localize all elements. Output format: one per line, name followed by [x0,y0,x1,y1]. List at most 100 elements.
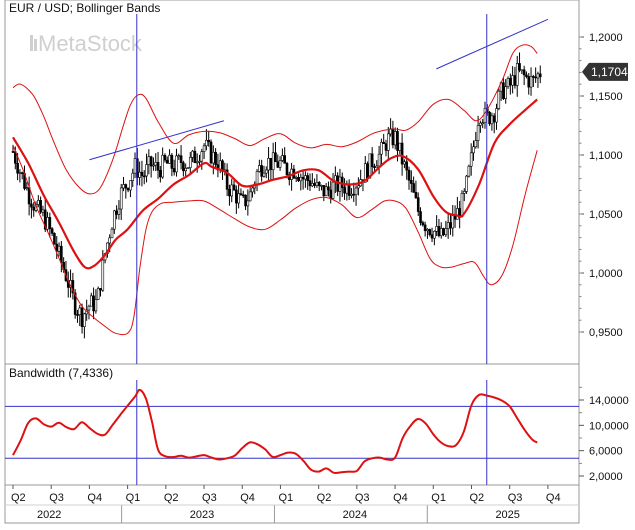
x-quarter-label: Q2 [11,492,26,504]
price-candle-body [246,200,250,207]
price-candle-body [504,86,508,99]
price-candle-body [177,155,181,157]
price-y-axis: 1,2000 1,1500 1,1000 1,0500 1,0000 0,9500 [579,32,623,339]
price-y-tick-label: 1,1000 [589,150,623,162]
price-candle-body [92,295,95,312]
price-candle-body [251,187,254,193]
price-candle-body [437,226,441,237]
x-year-label: 2024 [343,509,367,521]
price-candle-body [281,155,284,161]
price-candle-body [57,245,61,252]
price-candle-body [175,155,178,173]
price-candle-body [241,194,245,197]
price-candle-body [347,184,351,196]
price-candle-body [260,165,263,177]
bandwidth-y-tick-label: 14,0000 [589,395,629,407]
price-candle-body [18,172,22,174]
price-candle-body [212,151,215,164]
x-quarter-label: Q3 [49,492,64,504]
price-candle-body [538,73,542,78]
price-candle-body [179,155,183,163]
price-candle-body [46,217,49,230]
price-candle-body [301,176,305,180]
price-candle-body [502,82,505,99]
x-quarter-label: Q3 [355,492,370,504]
time-x-axis: Q2 Q3 Q4 Q1 Q2 Q3 Q4 Q1 Q2 Q3 Q4 Q1 Q2 Q3 Q4 2022 2023 20… [5,485,579,523]
price-candle-body [421,222,425,226]
price-candle-body [306,175,310,181]
price-candle-body [133,158,137,174]
price-candle-body [237,193,240,204]
price-candle-body [513,75,517,86]
bandwidth-y-axis: 14,0000 10,0000 6,0000 2,0000 [579,386,629,483]
price-candle-body [297,177,300,182]
price-candle-body [117,208,121,215]
price-candle-body [490,115,494,125]
x-quarter-label: Q4 [393,492,408,504]
price-candle-body [446,222,450,229]
price-candle-body [48,217,52,230]
price-candle-body [329,189,333,199]
price-candle-body [294,177,298,179]
price-candle-body [410,179,413,184]
price-candle-body [352,193,356,196]
bandwidth-series [5,388,579,475]
price-candle-body [380,141,383,155]
x-quarter-label: Q4 [240,492,255,504]
price-candle-body [536,73,540,79]
price-candle-body [53,233,56,245]
price-candles [11,52,542,339]
price-candle-body [25,187,29,189]
price-candle-body [479,122,482,126]
price-candle-body [41,209,45,213]
price-candle-body [235,189,238,204]
price-candle-body [430,234,434,239]
price-candle-body [255,171,259,185]
price-candle-body [140,171,144,177]
price-y-tick-label: 1,1500 [589,91,623,103]
price-candle-body [460,193,464,218]
price-candle-body [80,307,84,327]
price-candle-body [370,153,374,167]
price-candle-body [474,140,478,148]
price-candle-body [207,139,211,143]
price-candle-body [269,158,273,171]
price-candle-body [30,203,33,208]
price-candle-body [276,161,280,168]
price-candle-body [168,154,171,164]
price-candle-body [317,182,321,186]
x-quarter-label: Q2 [164,492,179,504]
price-candle-body [532,76,535,78]
price-candle-body [416,197,420,212]
price-candle-body [154,162,158,166]
price-candle-body [465,175,468,192]
price-candle-body [115,210,118,215]
price-candle-body [350,193,353,196]
price-candle-body [442,228,445,236]
price-candle-body [87,305,91,311]
price-candle-body [354,187,358,195]
x-year-label: 2022 [37,509,61,521]
price-candle-body [191,150,194,158]
price-candle-body [426,229,429,232]
price-candle-body [357,185,360,189]
last-price-tag: 1,1704 [582,62,628,81]
price-candle-body [320,185,323,187]
x-quarter-label: Q2 [469,492,484,504]
price-candle-body [147,156,151,165]
price-candle-body [244,194,247,207]
price-candle-body [55,243,59,252]
price-candle-body [311,183,314,187]
vertical-marker-lines [136,14,488,485]
price-candle-body [373,166,376,168]
x-quarter-label: Q3 [508,492,523,504]
price-candle-body [384,143,388,151]
price-candle-body [449,222,452,229]
price-candle-body [129,180,132,191]
bandwidth-y-tick-label: 2,0000 [589,471,623,483]
last-price-label: 1,1704 [591,65,628,79]
price-candle-body [462,191,466,194]
price-candle-body [391,128,395,146]
price-candle-body [315,182,319,186]
